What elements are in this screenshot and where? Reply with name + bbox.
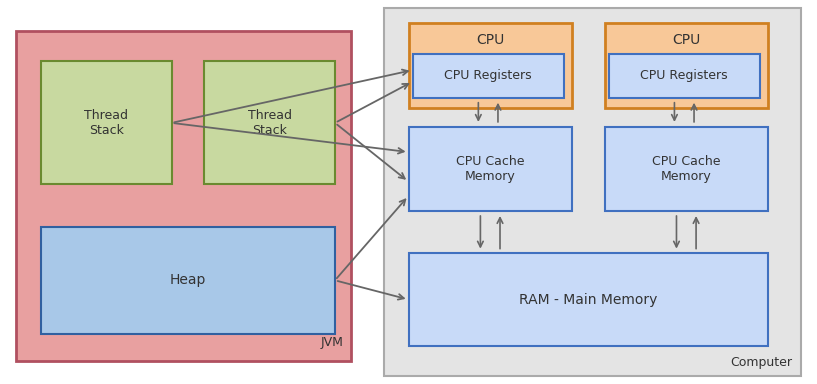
FancyBboxPatch shape xyxy=(16,31,351,361)
FancyBboxPatch shape xyxy=(384,8,801,376)
FancyBboxPatch shape xyxy=(605,23,768,108)
Text: RAM - Main Memory: RAM - Main Memory xyxy=(519,293,658,306)
FancyBboxPatch shape xyxy=(413,54,564,98)
Text: Computer: Computer xyxy=(730,356,792,369)
Text: CPU Registers: CPU Registers xyxy=(641,70,728,82)
Text: CPU: CPU xyxy=(672,33,700,46)
FancyBboxPatch shape xyxy=(408,23,572,108)
FancyBboxPatch shape xyxy=(41,61,172,184)
FancyBboxPatch shape xyxy=(609,54,760,98)
Text: Heap: Heap xyxy=(170,273,206,287)
Text: JVM: JVM xyxy=(320,336,343,349)
Text: CPU: CPU xyxy=(476,33,504,46)
FancyBboxPatch shape xyxy=(408,127,572,211)
Text: CPU Cache
Memory: CPU Cache Memory xyxy=(652,155,721,183)
Text: CPU Cache
Memory: CPU Cache Memory xyxy=(456,155,525,183)
FancyBboxPatch shape xyxy=(408,253,768,346)
Text: CPU Registers: CPU Registers xyxy=(444,70,532,82)
FancyBboxPatch shape xyxy=(204,61,335,184)
FancyBboxPatch shape xyxy=(41,227,335,334)
Text: Thread
Stack: Thread Stack xyxy=(248,109,292,137)
FancyBboxPatch shape xyxy=(605,127,768,211)
Text: Thread
Stack: Thread Stack xyxy=(84,109,128,137)
